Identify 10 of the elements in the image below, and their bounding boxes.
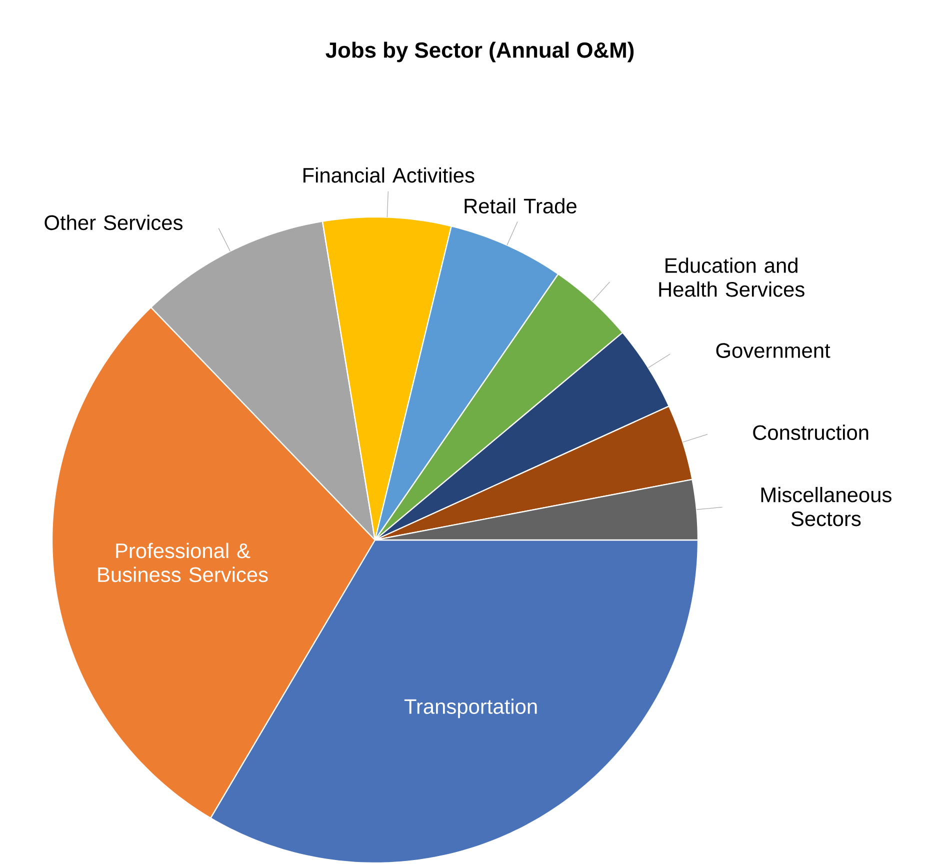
slice-label: Professional & Business Services [98, 542, 268, 582]
slice-label: Retail Trade [464, 198, 576, 214]
chart-title: Jobs by Sector (Annual O&M) [326, 42, 634, 62]
slice-label: Other Services [44, 214, 182, 230]
slice-label: Financial Activities [303, 167, 474, 183]
slice-label: Transportation [404, 698, 537, 718]
slice-label: Miscellaneous Sectors [761, 486, 892, 526]
slice-label: Construction [753, 424, 868, 440]
slice-label: Education and Health Services [659, 258, 804, 297]
slice-label: Government [716, 343, 830, 358]
